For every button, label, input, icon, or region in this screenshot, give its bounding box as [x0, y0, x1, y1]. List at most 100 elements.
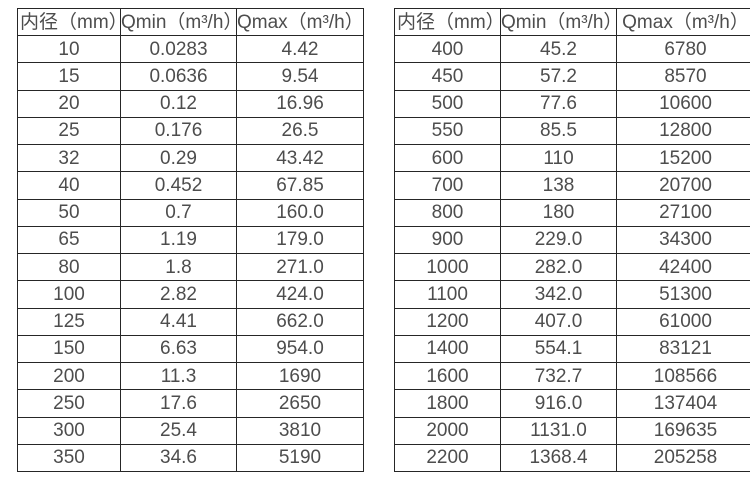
table-cell: 125 [17, 307, 121, 336]
table-cell: 0.452 [120, 171, 237, 200]
table-row: 1400 554.1 83121 [394, 334, 750, 364]
table-row: 350 34.6 5190 [17, 443, 364, 473]
table-row: 300 25.4 3810 [17, 416, 364, 445]
table-cell: 32 [17, 143, 121, 173]
table-cell: 1800 [394, 389, 501, 418]
table-cell: 400 [394, 34, 501, 64]
table-cell: 100 [17, 280, 121, 309]
table-row: 150 6.63 954.0 [17, 334, 364, 364]
column-header: 内径（mm） [17, 8, 121, 36]
table-cell: 550 [394, 116, 501, 146]
table-cell: 424.0 [236, 280, 364, 309]
table-cell: 3810 [236, 416, 364, 445]
table-cell: 2200 [394, 443, 501, 473]
table-row: 125 4.41 662.0 [17, 307, 364, 336]
table-cell: 34.6 [120, 443, 237, 473]
table-cell: 0.7 [120, 198, 237, 227]
table-cell: 160.0 [236, 198, 364, 227]
table-cell: 700 [394, 171, 501, 200]
table-cell: 11.3 [120, 361, 237, 391]
table-row: 80 1.8 271.0 [17, 252, 364, 282]
table-cell: 1368.4 [500, 443, 617, 473]
table-row: 20 0.12 16.96 [17, 89, 364, 118]
table-cell: 34300 [616, 225, 750, 255]
table-cell: 4.41 [120, 307, 237, 336]
table-row: 1100 342.0 51300 [394, 280, 750, 309]
table-cell: 179.0 [236, 225, 364, 255]
table-row: 900 229.0 34300 [394, 225, 750, 255]
table-row: 1200 407.0 61000 [394, 307, 750, 336]
table-cell: 916.0 [500, 389, 617, 418]
table-cell: 51300 [616, 280, 750, 309]
flow-spec-table-large-diameters: 内径（mm） Qmin（m³/h） Qmax（m³/h） 400 45.2 6780 450… [394, 8, 750, 473]
table-row: 2000 1131.0 169635 [394, 416, 750, 445]
table-cell: 1100 [394, 280, 501, 309]
table-cell: 0.29 [120, 143, 237, 173]
table-cell: 15200 [616, 143, 750, 173]
table-cell: 954.0 [236, 334, 364, 364]
table-cell: 600 [394, 143, 501, 173]
table-cell: 83121 [616, 334, 750, 364]
table-cell: 0.176 [120, 116, 237, 146]
table-cell: 1000 [394, 252, 501, 282]
table-cell: 800 [394, 198, 501, 227]
table-row: 800 180 27100 [394, 198, 750, 227]
table-cell: 57.2 [500, 62, 617, 91]
table-row: 400 45.2 6780 [394, 34, 750, 64]
table-cell: 169635 [616, 416, 750, 445]
table-cell: 732.7 [500, 361, 617, 391]
table-cell: 8570 [616, 62, 750, 91]
table-cell: 27100 [616, 198, 750, 227]
table-cell: 282.0 [500, 252, 617, 282]
table-cell: 0.0636 [120, 62, 237, 91]
table-cell: 10600 [616, 89, 750, 118]
table-cell: 12800 [616, 116, 750, 146]
table-cell: 42400 [616, 252, 750, 282]
column-header: Qmax（m³/h） [616, 8, 750, 36]
table-row: 700 138 20700 [394, 171, 750, 200]
table-row: 32 0.29 43.42 [17, 143, 364, 173]
table-cell: 350 [17, 443, 121, 473]
table-cell: 45.2 [500, 34, 617, 64]
table-cell: 15 [17, 62, 121, 91]
table-cell: 229.0 [500, 225, 617, 255]
table-row: 10 0.0283 4.42 [17, 34, 364, 64]
table-cell: 17.6 [120, 389, 237, 418]
table-cell: 554.1 [500, 334, 617, 364]
table-row: 50 0.7 160.0 [17, 198, 364, 227]
table-cell: 1.19 [120, 225, 237, 255]
table-row: 15 0.0636 9.54 [17, 62, 364, 91]
table-row: 100 2.82 424.0 [17, 280, 364, 309]
table-cell: 43.42 [236, 143, 364, 173]
column-header: Qmin（m³/h） [120, 8, 237, 36]
table-cell: 20 [17, 89, 121, 118]
table-row: 600 110 15200 [394, 143, 750, 173]
table-cell: 180 [500, 198, 617, 227]
table-cell: 9.54 [236, 62, 364, 91]
table-cell: 1600 [394, 361, 501, 391]
table-cell: 61000 [616, 307, 750, 336]
table-cell: 77.6 [500, 89, 617, 118]
table-row: 1800 916.0 137404 [394, 389, 750, 418]
table-cell: 271.0 [236, 252, 364, 282]
table-row: 2200 1368.4 205258 [394, 443, 750, 473]
table-cell: 900 [394, 225, 501, 255]
table-cell: 110 [500, 143, 617, 173]
table-cell: 1131.0 [500, 416, 617, 445]
table-cell: 2650 [236, 389, 364, 418]
table-cell: 342.0 [500, 280, 617, 309]
table-cell: 85.5 [500, 116, 617, 146]
table-cell: 1690 [236, 361, 364, 391]
table-cell: 200 [17, 361, 121, 391]
table-cell: 138 [500, 171, 617, 200]
table-cell: 25 [17, 116, 121, 146]
table-cell: 662.0 [236, 307, 364, 336]
table-row: 1000 282.0 42400 [394, 252, 750, 282]
table-cell: 80 [17, 252, 121, 282]
table-row: 500 77.6 10600 [394, 89, 750, 118]
table-cell: 26.5 [236, 116, 364, 146]
table-row: 450 57.2 8570 [394, 62, 750, 91]
table-row: 550 85.5 12800 [394, 116, 750, 146]
flow-spec-table-small-diameters: 内径（mm） Qmin（m³/h） Qmax（m³/h） 10 0.0283 4.42 15… [17, 8, 364, 473]
